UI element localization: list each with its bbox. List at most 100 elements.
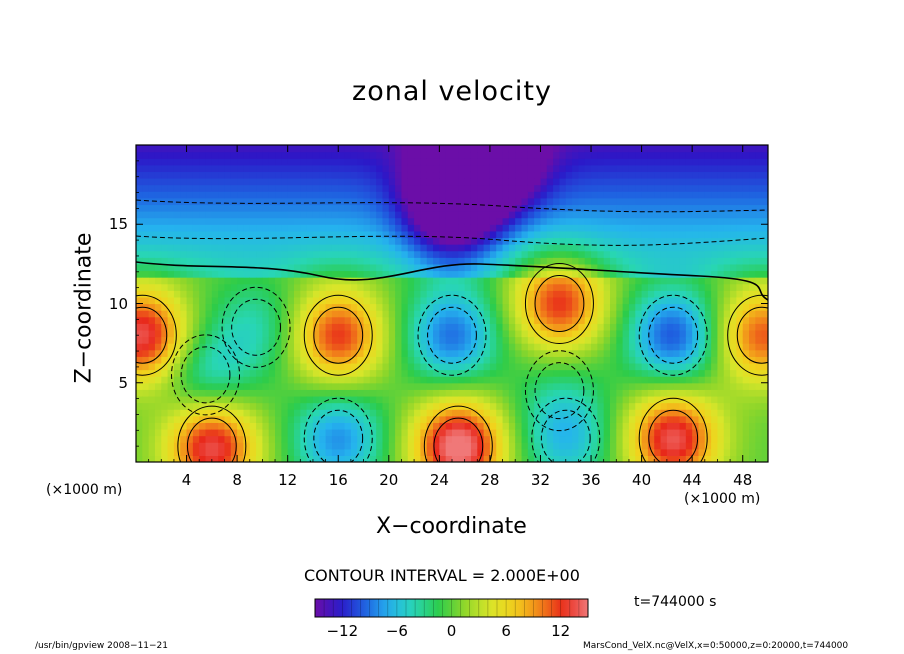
field-cell	[338, 336, 346, 344]
field-cell	[546, 376, 554, 384]
field-cell	[489, 349, 497, 357]
field-cell	[338, 415, 346, 423]
field-cell	[136, 409, 143, 417]
field-cell	[483, 230, 491, 239]
field-cell	[439, 164, 447, 173]
field-cell	[180, 244, 188, 252]
field-cell	[704, 382, 712, 390]
field-cell	[673, 310, 681, 318]
field-cell	[319, 217, 327, 225]
field-cell	[186, 409, 194, 417]
field-cell	[325, 224, 333, 232]
field-cell	[723, 257, 731, 265]
field-cell	[591, 270, 598, 278]
field-cell	[565, 442, 573, 450]
field-cell	[515, 145, 523, 153]
field-cell	[325, 415, 333, 423]
field-cell	[224, 442, 232, 450]
field-cell	[496, 164, 504, 173]
field-cell	[553, 349, 561, 357]
field-cell	[685, 402, 693, 410]
field-cell	[736, 197, 744, 206]
field-cell	[414, 283, 421, 291]
colorbar-tick-label: 12	[551, 622, 571, 640]
field-cell	[382, 343, 390, 351]
field-cell	[565, 395, 573, 404]
field-cell	[363, 230, 371, 239]
field-cell	[312, 442, 320, 450]
field-cell	[622, 343, 630, 351]
field-cell	[142, 277, 150, 285]
field-cell	[369, 329, 377, 338]
field-cell	[148, 329, 156, 338]
field-cell	[382, 316, 390, 324]
field-cell	[496, 310, 504, 318]
field-cell	[565, 283, 573, 291]
colorbar-tick-label: −12	[326, 622, 359, 640]
field-cell	[572, 217, 579, 225]
field-cell	[388, 369, 396, 377]
field-cell	[717, 230, 725, 239]
field-cell	[603, 217, 611, 225]
field-cell	[445, 244, 453, 252]
field-cell	[679, 442, 687, 450]
field-cell	[622, 191, 630, 199]
field-cell	[565, 455, 573, 462]
field-cell	[256, 250, 263, 258]
field-cell	[154, 290, 162, 298]
field-cell	[439, 402, 447, 410]
field-cell	[464, 158, 472, 166]
field-cell	[218, 204, 226, 212]
field-cell	[654, 296, 662, 305]
field-cell	[717, 356, 725, 364]
field-cell	[508, 230, 516, 239]
field-cell	[616, 349, 624, 357]
field-cell	[357, 224, 365, 232]
field-cell	[414, 145, 421, 153]
field-cell	[546, 455, 554, 462]
field-cell	[395, 151, 403, 159]
field-cell	[161, 191, 169, 199]
field-cell	[300, 422, 308, 430]
field-cell	[325, 257, 333, 265]
field-cell	[142, 402, 150, 410]
field-cell	[698, 442, 706, 450]
field-cell	[357, 270, 365, 278]
field-cell	[192, 145, 200, 153]
field-cell	[382, 435, 390, 443]
field-cell	[306, 290, 314, 298]
field-cell	[249, 310, 257, 318]
field-cell	[363, 171, 371, 179]
field-cell	[173, 224, 181, 232]
field-cell	[401, 402, 409, 410]
field-cell	[275, 402, 282, 410]
field-cell	[660, 376, 668, 384]
field-cell	[647, 415, 655, 423]
field-cell	[350, 316, 358, 324]
field-cell	[218, 389, 226, 397]
field-cell	[635, 376, 643, 384]
field-cell	[736, 310, 744, 318]
field-cell	[622, 442, 630, 450]
field-cell	[755, 448, 763, 456]
field-cell	[591, 178, 598, 186]
field-cell	[591, 369, 598, 377]
field-cell	[148, 442, 156, 450]
field-cell	[136, 448, 143, 456]
field-cell	[331, 197, 339, 206]
field-cell	[553, 455, 561, 462]
field-cell	[464, 428, 472, 437]
field-cell	[470, 415, 478, 423]
field-cell	[546, 329, 554, 338]
field-cell	[628, 145, 636, 153]
field-cell	[616, 362, 624, 371]
field-cell	[660, 428, 668, 437]
field-cell	[180, 310, 188, 318]
field-cell	[312, 145, 320, 153]
field-cell	[666, 178, 674, 186]
field-cell	[445, 283, 453, 291]
field-cell	[666, 290, 674, 298]
field-cell	[635, 211, 643, 219]
field-cell	[553, 422, 561, 430]
field-cell	[616, 382, 624, 390]
